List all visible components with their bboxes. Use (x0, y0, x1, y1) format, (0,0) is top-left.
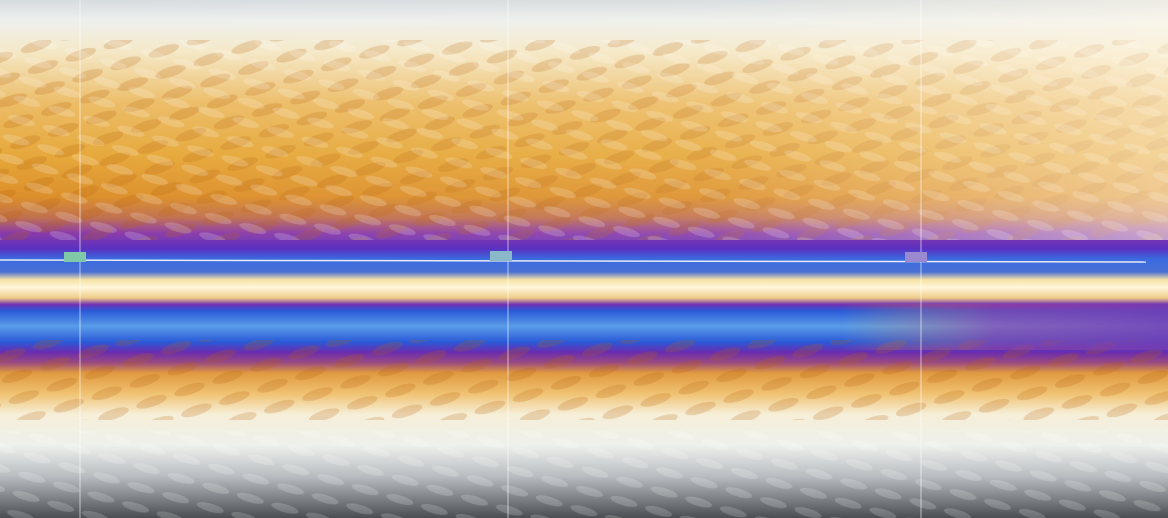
marker (905, 252, 927, 262)
marker (490, 251, 512, 261)
texture (0, 340, 1168, 420)
image (0, 0, 1168, 518)
marker (64, 252, 86, 262)
texture (0, 430, 1168, 518)
highlight (0, 0, 1168, 240)
band-fade (0, 304, 1168, 350)
page (0, 0, 1168, 518)
